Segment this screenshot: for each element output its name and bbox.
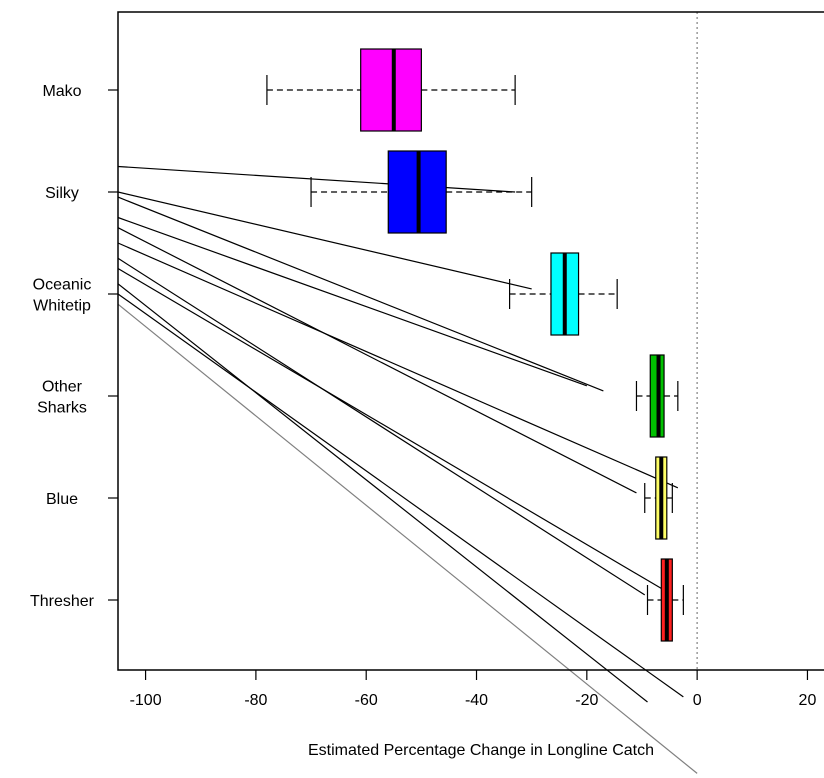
connector-line xyxy=(117,257,646,596)
connector-line xyxy=(117,267,673,596)
connector-line xyxy=(117,242,679,489)
connector-line xyxy=(117,165,516,193)
x-tick-label: -20 xyxy=(575,692,598,709)
x-tick-label: -100 xyxy=(130,692,162,709)
box-silky xyxy=(310,150,533,234)
box-thresher xyxy=(646,558,684,642)
y-category-label: Whitetip xyxy=(33,298,91,315)
box-blue xyxy=(644,456,673,540)
y-axis: Mako Silky Oceanic Whitetip Other Sharks Blue T… xyxy=(30,83,118,610)
y-category-label: Oceanic xyxy=(33,277,92,294)
connector-line xyxy=(117,293,684,698)
y-category-label: Mako xyxy=(42,83,81,100)
box-plots xyxy=(266,48,684,642)
box-oceanic-whitetip xyxy=(509,252,618,336)
x-axis: -100 -80 -60 -40 -20 0 20 xyxy=(130,670,817,709)
connector-line xyxy=(117,191,532,290)
box-other-sharks xyxy=(635,354,679,438)
plot-frame xyxy=(117,11,824,671)
x-tick-label: -40 xyxy=(465,692,488,709)
x-tick-label: 20 xyxy=(799,692,817,709)
connector-line xyxy=(117,196,604,392)
connector-line xyxy=(117,283,648,703)
x-tick-label: -60 xyxy=(355,692,378,709)
y-category-label: Sharks xyxy=(37,400,87,417)
x-tick-label: -80 xyxy=(244,692,267,709)
y-category-label: Blue xyxy=(46,491,78,508)
connector-line xyxy=(117,227,637,494)
box-rect xyxy=(360,48,422,132)
box-mako xyxy=(266,48,516,132)
y-category-label: Silky xyxy=(45,185,79,202)
connector-line xyxy=(117,303,698,774)
connector-lines xyxy=(117,165,698,774)
connector-line xyxy=(117,216,588,387)
x-tick-label: 0 xyxy=(693,692,702,709)
x-axis-title: Estimated Percentage Change in Longline … xyxy=(308,742,654,759)
y-category-label: Other xyxy=(42,379,83,396)
y-category-label: Thresher xyxy=(30,593,95,610)
